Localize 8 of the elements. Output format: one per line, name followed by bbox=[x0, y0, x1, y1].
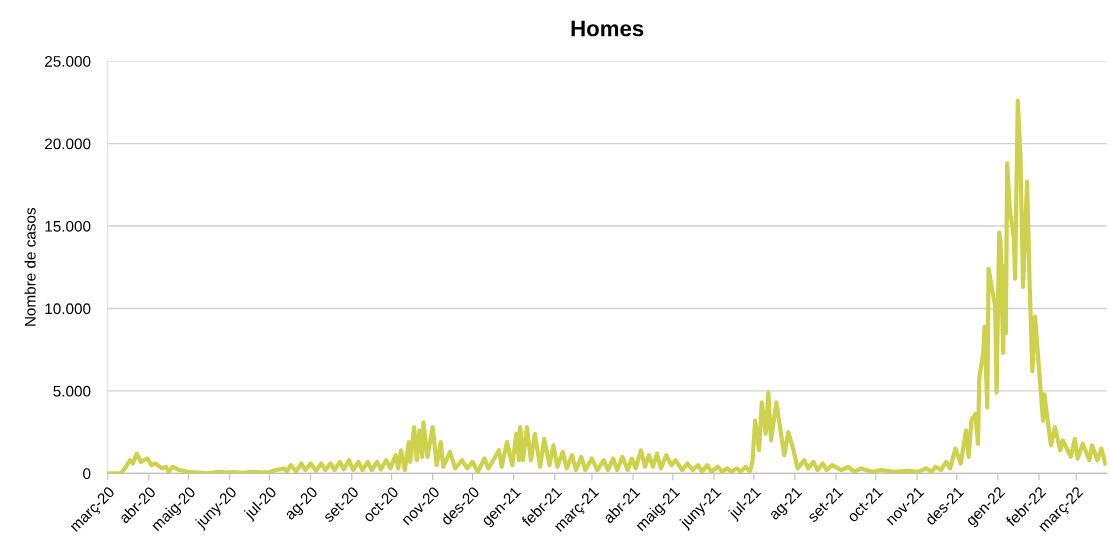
y-axis-title: Nombre de casos bbox=[24, 207, 36, 326]
chart-title: Homes bbox=[571, 20, 644, 37]
y-tick-label: 5.000 bbox=[53, 385, 91, 397]
y-tick-label: 25.000 bbox=[45, 56, 91, 67]
y-tick-label: 20.000 bbox=[45, 138, 91, 150]
y-tick-label: 10.000 bbox=[45, 303, 91, 315]
y-tick-label: 15.000 bbox=[45, 220, 91, 232]
y-tick-label: 0 bbox=[83, 468, 91, 480]
